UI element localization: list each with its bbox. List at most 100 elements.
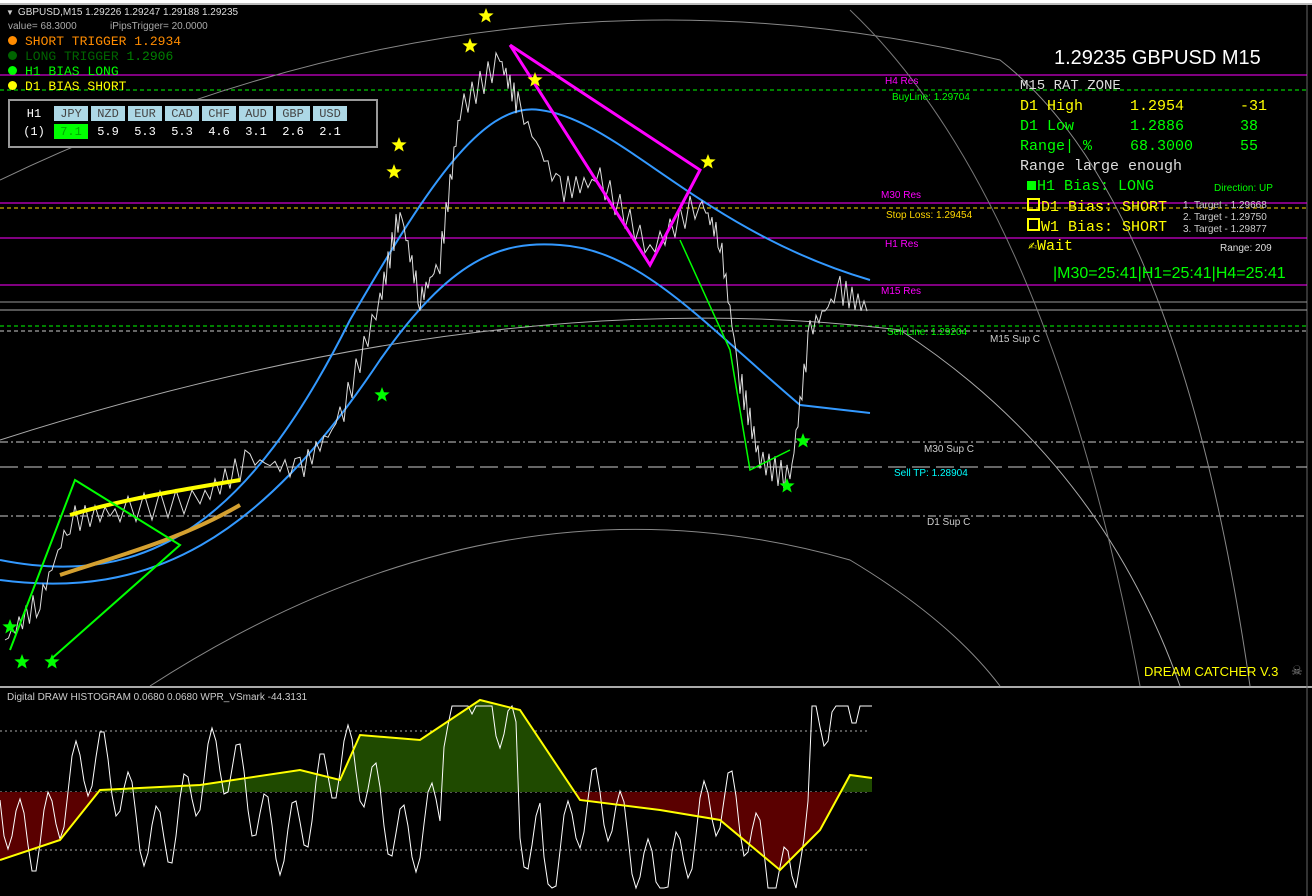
m30-res-label: M30 Res	[881, 190, 922, 201]
sub-window-label: Digital DRAW HISTOGRAM 0.0680 0.0680 WPR…	[7, 692, 308, 703]
target-3: 3. Target - 1.29877	[1183, 224, 1267, 235]
sell-tp-label: Sell TP: 1.28904	[894, 468, 968, 479]
strength-value: 3.1	[245, 124, 267, 139]
stat-delta: 55	[1240, 138, 1259, 155]
star-marker	[44, 654, 60, 669]
currency-header: GBP	[276, 106, 310, 121]
target-2: 2. Target - 1.29750	[1183, 212, 1267, 223]
strength-value: 2.6	[282, 124, 304, 139]
stat-label: D1 High	[1020, 98, 1084, 115]
strength-value: 7.1	[54, 124, 88, 139]
m15-sup-label: M15 Sup C	[990, 334, 1041, 345]
signal-band	[69, 478, 241, 517]
direction-label: Direction: UP	[1214, 183, 1273, 194]
zigzag-pattern	[9, 478, 182, 661]
stat-label: Range| %	[1020, 138, 1093, 155]
target-list: 1. Target - 1.29668 2. Target - 1.29750 3.…	[1183, 200, 1267, 236]
signal-band	[59, 503, 242, 577]
envelope-arc	[0, 317, 1181, 687]
star-marker	[779, 478, 795, 493]
bias-box-icon	[1027, 218, 1040, 231]
bias-item: D1 Bias: SHORT	[1027, 198, 1167, 216]
stat-delta: -31	[1240, 98, 1268, 115]
currency-header: EUR	[128, 106, 162, 121]
currency-header: NZD	[91, 106, 125, 121]
price-headline: 1.29235 GBPUSD M15	[1054, 47, 1261, 69]
currency-header: CAD	[165, 106, 199, 121]
d1-sup-label: D1 Sup C	[927, 517, 971, 528]
envelope-arc	[849, 9, 1141, 687]
stat-value: 1.2954	[1130, 98, 1185, 115]
star-marker	[386, 164, 402, 179]
collapse-triangle-icon[interactable]: ▼	[6, 8, 14, 17]
chart-title: ▼ GBPUSD,M15 1.29226 1.29247 1.29188 1.29…	[6, 7, 238, 19]
m30-sup-label: M30 Sup C	[924, 444, 975, 455]
pencil-icon: ✍	[1028, 238, 1038, 255]
histogram-negative	[0, 792, 872, 870]
star-marker	[700, 154, 716, 169]
buy-line-label: BuyLine: 1.29704	[892, 92, 970, 103]
row-label: (1)	[23, 124, 45, 139]
currency-header: USD	[313, 106, 347, 121]
frame	[0, 3, 1312, 5]
skull-crossbones-icon: ☠	[1291, 663, 1303, 678]
strength-value: 5.3	[171, 124, 193, 139]
stat-label: D1 Low	[1020, 118, 1075, 135]
timeframe-label: H1	[26, 106, 42, 121]
wait-status: ✍Wait	[1028, 238, 1074, 255]
brand-label: DREAM CATCHER V.3	[1144, 664, 1279, 679]
envelope-arc	[0, 19, 1251, 687]
currency-header: CHF	[202, 106, 236, 121]
zone-title: M15 RAT ZONE	[1020, 78, 1121, 94]
legend-item: LONG TRIGGER 1.2906	[8, 49, 173, 65]
h1-res-label: H1 Res	[885, 239, 919, 250]
strength-value: 2.1	[319, 124, 341, 139]
currency-strength-table: H1 JPY NZD EUR CAD CHF AUD GBP USD (1) 7.1 5.9 5.3 5…	[8, 99, 378, 148]
signal-line	[0, 698, 873, 872]
envelope-arc	[149, 528, 1001, 687]
timeframe-timers: |M30=25:41|H1=25:41|H4=25:41	[1053, 265, 1286, 282]
bias-box-icon	[1027, 198, 1040, 211]
moving-average	[0, 243, 871, 585]
zigzag-pattern	[679, 239, 791, 472]
h4-res-label: H4 Res	[885, 76, 919, 87]
star-marker	[391, 137, 407, 152]
sell-line-label: Sell Line: 1.29204	[887, 327, 968, 338]
strength-value: 5.9	[97, 124, 119, 139]
star-marker	[478, 8, 494, 23]
currency-header: AUD	[239, 106, 273, 121]
range-label: Range: 209	[1220, 243, 1272, 254]
harmonic-pattern	[508, 43, 702, 268]
wpr-line	[0, 704, 872, 890]
symbol-quote: GBPUSD,M15 1.29226 1.29247 1.29188 1.292…	[17, 7, 239, 18]
status-dot-icon	[8, 66, 17, 75]
m15-res-label: M15 Res	[881, 286, 922, 297]
top-bar	[0, 0, 1312, 3]
star-marker	[795, 433, 811, 448]
target-1: 1. Target - 1.29668	[1183, 200, 1267, 211]
pips-trigger-readout: iPipsTrigger= 20.0000	[110, 21, 208, 32]
stop-loss-label: Stop Loss: 1.29454	[886, 210, 973, 221]
legend-item: SHORT TRIGGER 1.2934	[8, 34, 181, 50]
stat-value: 1.2886	[1130, 118, 1185, 135]
star-marker	[462, 38, 478, 53]
stat-value: 68.3000	[1130, 138, 1194, 155]
stat-delta: 38	[1240, 118, 1259, 135]
bias-item: W1 Bias: SHORT	[1027, 218, 1167, 236]
currency-header: JPY	[54, 106, 88, 121]
legend-item: D1 BIAS SHORT	[8, 79, 126, 95]
strength-value: 5.3	[134, 124, 156, 139]
star-marker	[374, 387, 390, 402]
status-dot-icon	[8, 51, 17, 60]
status-dot-icon	[8, 81, 17, 90]
bias-box-icon	[1027, 181, 1036, 190]
strength-value: 4.6	[208, 124, 230, 139]
star-marker	[527, 72, 543, 87]
status-dot-icon	[8, 36, 17, 45]
star-marker	[14, 654, 30, 669]
histogram-positive	[0, 700, 872, 792]
bias-item: H1 Bias: LONG	[1027, 178, 1154, 195]
star-marker	[2, 619, 18, 634]
